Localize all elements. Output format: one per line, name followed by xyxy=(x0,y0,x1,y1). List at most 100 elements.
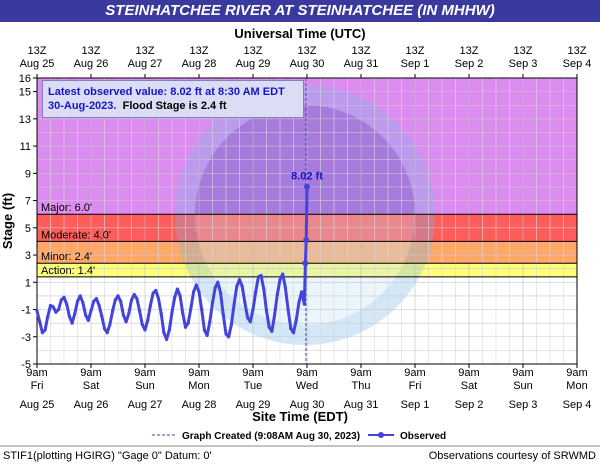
bottom-tick-day: Sat xyxy=(83,380,100,392)
bottom-tick-time: 9am xyxy=(26,367,47,379)
y-tick-label: 3 xyxy=(25,250,31,262)
bottom-tick-date: Aug 25 xyxy=(20,399,55,411)
observed-point xyxy=(273,313,277,317)
latest-line-2-date: 30-Aug-2023. xyxy=(48,100,117,112)
observed-point xyxy=(224,332,228,336)
observed-point xyxy=(237,277,242,282)
observed-point xyxy=(200,307,204,312)
footer-credit: Observations courtesy of SRWMD xyxy=(428,450,596,462)
observed-point xyxy=(170,310,174,314)
observed-point xyxy=(254,290,258,294)
observed-point xyxy=(140,322,144,327)
top-tick-time: 13Z xyxy=(460,45,479,57)
top-tick-time: 13Z xyxy=(28,45,47,57)
latest-line-1: Latest observed value: 8.02 ft at 8:30 A… xyxy=(48,86,285,98)
observed-point xyxy=(54,310,58,314)
observed-point xyxy=(86,318,90,323)
observed-point xyxy=(156,297,161,301)
observed-point xyxy=(186,321,190,325)
observed-point xyxy=(97,303,101,308)
bottom-tick-date: Aug 27 xyxy=(128,399,163,411)
latest-value-label: 8.02 ft xyxy=(291,171,323,183)
observed-point xyxy=(246,316,250,320)
observed-point xyxy=(162,331,166,335)
observed-point xyxy=(100,314,104,318)
observed-point xyxy=(216,280,220,284)
top-tick-time: 13Z xyxy=(190,45,209,57)
bottom-tick-date: Sep 3 xyxy=(509,399,538,411)
top-tick-date: Aug 25 xyxy=(20,58,55,70)
bottom-tick-day: Sat xyxy=(461,380,478,392)
observed-point xyxy=(264,309,269,313)
top-tick-date: Sep 4 xyxy=(563,58,592,70)
y-tick-label: 1 xyxy=(25,277,31,289)
observed-point xyxy=(124,320,128,324)
observed-point xyxy=(135,297,139,301)
bottom-axis-title: Site Time (EDT) xyxy=(252,409,348,424)
top-tick-time: 13Z xyxy=(568,45,587,57)
noaa-watermark xyxy=(175,85,435,345)
top-tick-date: Aug 31 xyxy=(344,58,379,70)
y-tick-label: 16 xyxy=(19,73,31,85)
observed-point xyxy=(46,314,50,318)
top-axis-title: Universal Time (UTC) xyxy=(234,26,365,41)
observed-point xyxy=(243,301,247,305)
bottom-tick-day: Fri xyxy=(31,380,44,392)
observed-point xyxy=(138,309,142,313)
bottom-tick-date: Aug 28 xyxy=(182,399,217,411)
bottom-tick-time: 9am xyxy=(458,367,479,379)
legend-observed-label: Observed xyxy=(400,431,446,442)
observed-point xyxy=(297,301,301,305)
observed-point xyxy=(227,335,231,339)
observed-point xyxy=(194,283,198,287)
observed-point xyxy=(189,306,193,310)
observed-point xyxy=(78,294,82,298)
bottom-tick-time: 9am xyxy=(566,367,587,379)
observed-point xyxy=(251,307,255,312)
top-tick-date: Sep 3 xyxy=(509,58,538,70)
observed-point xyxy=(229,322,233,327)
observed-point xyxy=(302,302,306,306)
observed-point xyxy=(267,325,271,329)
bottom-tick-time: 9am xyxy=(134,367,155,379)
top-tick-date: Sep 1 xyxy=(401,58,430,70)
observed-point xyxy=(173,295,177,299)
flood-category-label: Major: 6.0' xyxy=(41,202,92,214)
observed-point xyxy=(38,320,42,324)
bottom-tick-day: Sun xyxy=(513,380,533,392)
observed-point xyxy=(35,309,39,313)
bottom-tick-time: 9am xyxy=(512,367,533,379)
bottom-tick-day: Mon xyxy=(188,380,209,392)
bottom-tick-time: 9am xyxy=(350,367,371,379)
bottom-tick-date: Sep 4 xyxy=(563,399,592,411)
top-tick-date: Aug 29 xyxy=(236,58,271,70)
observed-point xyxy=(232,302,236,306)
observed-point xyxy=(202,328,206,332)
chart-title: STEINHATCHEE RIVER AT STEINHATCHEE (IN M… xyxy=(0,0,600,22)
observed-point xyxy=(283,286,287,290)
observed-point xyxy=(159,312,163,316)
observed-point xyxy=(111,309,115,313)
legend-created-label: Graph Created (9:08AM Aug 30, 2023) xyxy=(182,431,360,442)
observed-point xyxy=(127,312,131,316)
observed-point xyxy=(192,290,196,294)
top-tick-date: Aug 27 xyxy=(128,58,163,70)
flood-category-label: Minor: 2.4' xyxy=(41,251,92,263)
observed-point xyxy=(73,312,77,316)
observed-point xyxy=(143,328,147,332)
bottom-tick-day: Tue xyxy=(244,380,263,392)
observed-point xyxy=(219,291,223,295)
observed-point xyxy=(178,294,182,298)
observed-point xyxy=(304,183,310,190)
latest-observation-box: Latest observed value: 8.02 ft at 8:30 A… xyxy=(42,80,304,118)
observed-point xyxy=(154,288,158,293)
bottom-tick-time: 9am xyxy=(404,367,425,379)
observed-point xyxy=(132,292,136,297)
y-axis-title: Stage (ft) xyxy=(0,193,15,249)
observed-point xyxy=(119,299,123,303)
top-tick-date: Aug 30 xyxy=(290,58,325,70)
top-tick-time: 13Z xyxy=(298,45,317,57)
observed-point xyxy=(81,301,85,305)
observed-point xyxy=(94,297,98,301)
observed-point xyxy=(48,303,53,308)
